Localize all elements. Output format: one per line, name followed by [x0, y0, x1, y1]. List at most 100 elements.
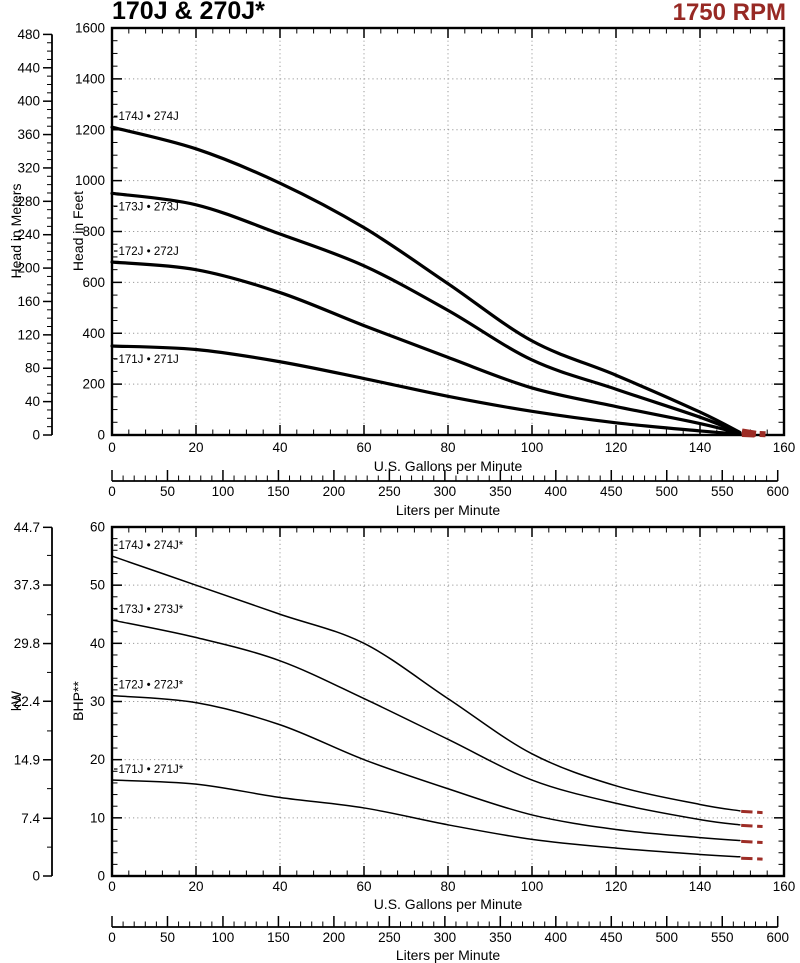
y-tick-label: 0 — [97, 869, 105, 884]
series-label: 173J • 273J — [119, 201, 179, 213]
liters-tick-label: 400 — [545, 484, 568, 499]
liters-tick-label: 550 — [711, 930, 734, 945]
secondary-y-tick-label: 160 — [17, 294, 40, 309]
y-tick-label: 50 — [90, 578, 105, 593]
x-tick-label: 0 — [108, 440, 116, 455]
bhp-axis-title: BHP** — [70, 681, 86, 721]
series-curve — [112, 127, 740, 432]
secondary-y-tick-label: 360 — [17, 127, 40, 142]
secondary-y-tick-label: 14.9 — [14, 752, 40, 767]
liters-tick-label: 100 — [212, 930, 235, 945]
x-tick-label: 120 — [605, 879, 628, 894]
series-curve — [112, 262, 740, 433]
kw-axis-title: kW — [8, 691, 24, 711]
secondary-y-tick-label: 7.4 — [21, 811, 40, 826]
liters-tick-label: 0 — [108, 930, 116, 945]
x-tick-label: 60 — [356, 440, 371, 455]
secondary-y-tick-label: 320 — [17, 160, 40, 175]
x-tick-label: 0 — [108, 879, 116, 894]
secondary-y-tick-label: 0 — [32, 869, 40, 884]
liters-axis-title-top: Liters per Minute — [396, 502, 500, 518]
x-tick-label: 20 — [188, 440, 203, 455]
liters-tick-label: 100 — [212, 484, 235, 499]
x-tick-label: 60 — [356, 879, 371, 894]
liters-tick-label: 350 — [489, 930, 512, 945]
gpm-axis-title-top: U.S. Gallons per Minute — [374, 458, 523, 474]
y-tick-label: 600 — [82, 275, 105, 290]
series-label: 172J • 272J — [119, 246, 179, 258]
liters-tick-label: 200 — [323, 930, 346, 945]
liters-tick-label: 0 — [108, 484, 116, 499]
y-tick-label: 200 — [82, 377, 105, 392]
series-label: 174J • 274J* — [119, 540, 184, 552]
y-tick-label: 0 — [97, 428, 105, 443]
secondary-y-tick-label: 400 — [17, 94, 40, 109]
liters-tick-label: 250 — [378, 930, 401, 945]
y-tick-label: 1200 — [75, 122, 105, 137]
red-extension-dash — [741, 841, 752, 842]
x-tick-label: 80 — [440, 879, 455, 894]
y-tick-label: 1600 — [75, 21, 105, 36]
liters-tick-label: 350 — [489, 484, 512, 499]
secondary-y-tick-label: 40 — [25, 394, 40, 409]
y-tick-label: 1400 — [75, 71, 105, 86]
x-tick-label: 40 — [272, 879, 287, 894]
secondary-y-tick-label: 44.7 — [14, 520, 40, 535]
x-tick-label: 160 — [773, 440, 796, 455]
y-tick-label: 10 — [90, 810, 105, 825]
x-tick-label: 80 — [440, 440, 455, 455]
secondary-y-tick-label: 0 — [32, 428, 40, 443]
x-tick-label: 100 — [521, 879, 544, 894]
secondary-y-tick-label: 440 — [17, 60, 40, 75]
x-tick-label: 120 — [605, 440, 628, 455]
series-curve — [112, 193, 740, 433]
liters-tick-label: 300 — [434, 484, 457, 499]
y-tick-label: 40 — [90, 636, 105, 651]
x-tick-label: 140 — [689, 440, 712, 455]
series-label: 171J • 271J* — [119, 764, 184, 776]
liters-tick-label: 450 — [600, 930, 623, 945]
series-curve — [112, 780, 740, 857]
liters-tick-label: 550 — [711, 484, 734, 499]
secondary-y-tick-label: 80 — [25, 361, 40, 376]
series-label: 172J • 272J* — [119, 680, 184, 692]
liters-tick-label: 50 — [160, 930, 175, 945]
liters-tick-label: 150 — [267, 930, 290, 945]
series-curve — [112, 346, 740, 434]
liters-tick-label: 500 — [655, 484, 678, 499]
liters-tick-label: 300 — [434, 930, 457, 945]
y-tick-label: 1000 — [75, 173, 105, 188]
liters-tick-label: 400 — [545, 930, 568, 945]
x-tick-label: 20 — [188, 879, 203, 894]
series-label: 171J • 271J — [119, 354, 179, 366]
secondary-y-tick-label: 29.8 — [14, 636, 40, 651]
x-tick-label: 100 — [521, 440, 544, 455]
x-tick-label: 160 — [773, 879, 796, 894]
liters-tick-label: 150 — [267, 484, 290, 499]
liters-tick-label: 600 — [766, 930, 789, 945]
liters-tick-label: 250 — [378, 484, 401, 499]
y-tick-label: 400 — [82, 326, 105, 341]
series-label: 173J • 273J* — [119, 604, 184, 616]
red-extension-dash — [741, 825, 752, 826]
secondary-y-tick-label: 480 — [17, 27, 40, 42]
liters-tick-label: 50 — [160, 484, 175, 499]
x-tick-label: 40 — [272, 440, 287, 455]
gpm-axis-title-bottom: U.S. Gallons per Minute — [374, 896, 523, 912]
series-label: 174J • 274J — [119, 111, 179, 123]
liters-tick-label: 200 — [323, 484, 346, 499]
liters-tick-label: 600 — [766, 484, 789, 499]
y-tick-label: 20 — [90, 752, 105, 767]
secondary-y-tick-label: 120 — [17, 327, 40, 342]
head-meters-axis-title: Head in Meters — [8, 184, 24, 279]
red-extension-dash — [742, 434, 755, 435]
y-tick-label: 60 — [90, 520, 105, 535]
series-curve — [112, 696, 740, 841]
x-tick-label: 140 — [689, 879, 712, 894]
y-tick-label: 30 — [90, 694, 105, 709]
head-feet-axis-title: Head in Feet — [70, 191, 86, 271]
liters-tick-label: 500 — [655, 930, 678, 945]
